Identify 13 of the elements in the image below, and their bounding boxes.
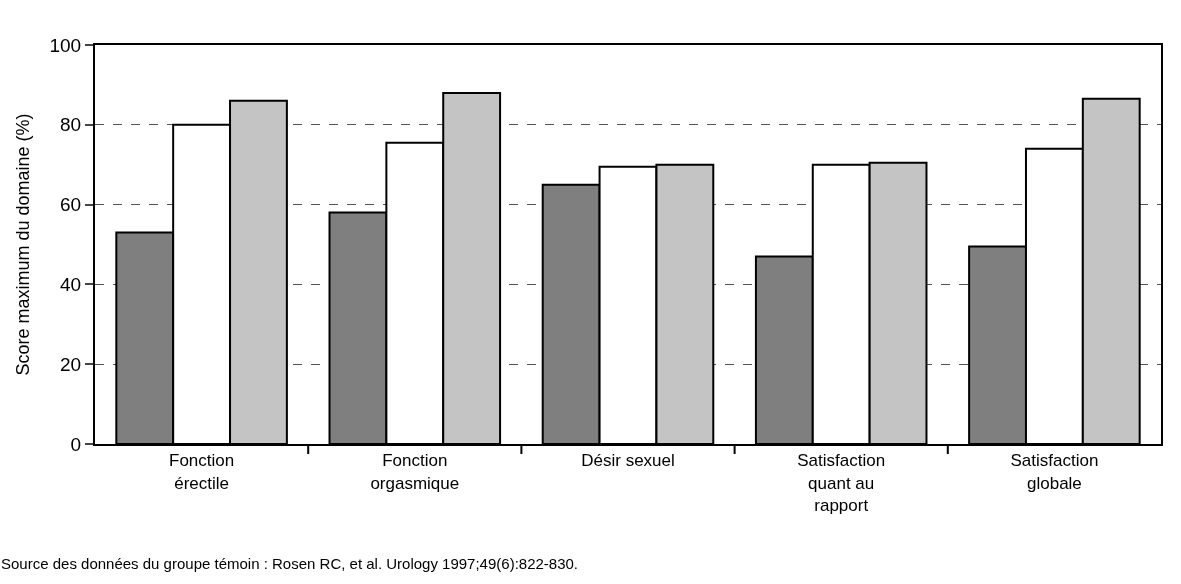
x-tick-label: Désir sexuel [581,451,675,471]
y-tick-label: 40 [60,274,82,296]
y-tick-label: 100 [49,34,82,56]
source-note: Source des données du groupe témoin : Rosen RC, et al. Urology 1997;49(6):822-830. [1,555,579,572]
y-axis-title: Score maximum du domaine (%) [13,113,34,376]
x-tick-label: Fonction érectile [169,451,235,493]
y-tick-label: 20 [60,353,82,375]
y-tick-label: 60 [60,194,82,216]
x-tick-label: Satisfaction globale [1010,451,1099,493]
y-tick-label: 80 [60,114,82,136]
x-tick-label: Satisfaction quant au rapport [797,451,886,515]
x-tick-label: Fonction orgasmique [370,451,460,493]
y-tick-label: 0 [70,433,82,455]
